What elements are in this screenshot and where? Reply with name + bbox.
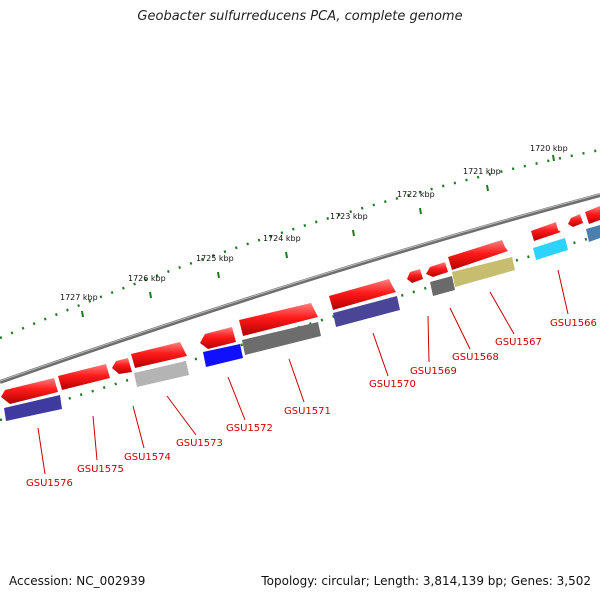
major-tick: [552, 154, 555, 162]
accession-label: Accession: NC_002939: [9, 574, 146, 588]
kbp-label: 1724 kbp: [263, 234, 301, 243]
gene-labels: GSU1566 GSU1567 GSU1568 GSU1569 GSU1570 …: [26, 318, 597, 489]
feature-blocks: [4, 225, 600, 421]
major-tick: [285, 251, 288, 259]
gene-arrow-forward: [329, 279, 396, 310]
gene-label: GSU1572: [226, 423, 273, 434]
major-tick: [486, 184, 489, 192]
kbp-label: 1721 kbp: [463, 167, 501, 176]
kbp-label: 1725 kbp: [196, 254, 234, 263]
feature-block: [333, 296, 400, 327]
major-ticks: [81, 154, 555, 318]
leader-line: [92, 415, 98, 461]
gene-label: GSU1574: [124, 452, 171, 463]
gene-arrow-forward: [568, 214, 583, 227]
leader-line: [166, 395, 197, 436]
gene-arrow-forward: [112, 358, 132, 374]
kbp-label: 1722 kbp: [397, 190, 435, 199]
kbp-label: 1727 kbp: [60, 293, 98, 302]
major-tick: [419, 207, 422, 215]
gene-arrow-forward: [448, 240, 508, 270]
gene-label: GSU1569: [410, 366, 457, 377]
kbp-label: 1723 kbp: [330, 212, 368, 221]
kbp-label: 1726 kbp: [128, 274, 166, 283]
gene-label: GSU1566: [550, 318, 597, 329]
feature-block: [430, 276, 455, 296]
major-tick: [81, 310, 84, 318]
kbp-label: 1720 kbp: [530, 144, 568, 153]
gene-arrow-forward: [531, 222, 561, 241]
leader-line: [227, 376, 246, 421]
leader-line: [449, 307, 471, 350]
feature-block: [533, 238, 568, 260]
feature-block: [452, 257, 515, 287]
gene-arrow-forward: [407, 269, 423, 283]
major-tick: [352, 229, 355, 237]
feature-block: [242, 322, 321, 355]
gene-label: GSU1573: [176, 438, 223, 449]
feature-block: [203, 344, 243, 367]
gene-label: GSU1570: [369, 379, 416, 390]
leader-line: [557, 269, 569, 315]
genome-backbone: [0, 193, 600, 384]
genome-stats-label: Topology: circular; Length: 3,814,139 bp…: [261, 574, 591, 588]
leader-line: [132, 405, 145, 449]
gene-arrow-forward: [585, 206, 600, 224]
inner-tick-ring: [0, 233, 600, 422]
leader-line: [489, 291, 515, 335]
major-tick: [217, 271, 220, 279]
label-leaders: [37, 269, 569, 475]
gene-arrow-forward: [58, 364, 110, 390]
genome-backbone-highlight: [0, 193, 600, 382]
gene-arrow-forward: [131, 342, 187, 368]
gene-label: GSU1568: [452, 352, 499, 363]
feature-block: [4, 395, 62, 421]
leader-line: [427, 315, 430, 363]
leader-line: [37, 427, 46, 475]
gene-label: GSU1575: [77, 464, 124, 475]
gene-arrow-forward: [200, 327, 236, 349]
gene-label: GSU1576: [26, 478, 73, 489]
leader-line: [372, 332, 389, 377]
kbp-labels: 1720 kbp 1721 kbp 1722 kbp 1723 kbp 1724…: [60, 144, 568, 302]
genome-title: Geobacter sulfurreducens PCA, complete g…: [137, 9, 463, 24]
feature-block: [586, 225, 600, 242]
gene-arrow-forward: [239, 303, 318, 336]
gene-arrow-forward: [1, 378, 58, 404]
gene-label: GSU1567: [495, 337, 542, 348]
leader-line: [288, 358, 305, 403]
gene-label: GSU1571: [284, 406, 331, 417]
major-tick: [149, 291, 152, 299]
forward-genes: [1, 206, 600, 404]
gene-arrow-forward: [426, 262, 448, 277]
feature-block: [134, 361, 189, 387]
